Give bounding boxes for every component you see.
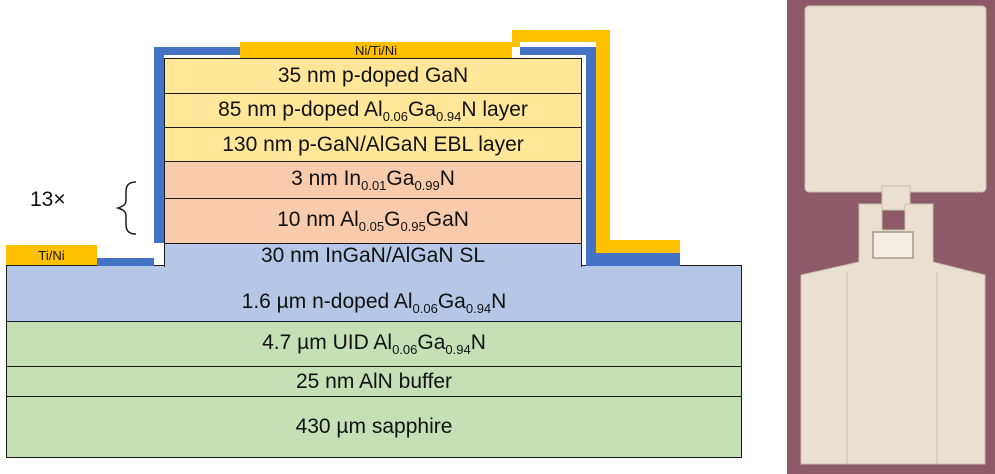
- layer-label-aln-buffer: 25 nm AlN buffer: [295, 369, 453, 393]
- layer-stack-diagram: 430 µm sapphire 25 nm AlN buffer 4.7 µm …: [6, 30, 742, 458]
- p-contact-sidewall: [512, 30, 680, 253]
- layer-ingan-well: 3 nm In0.01Ga0.99N: [164, 161, 582, 199]
- layer-p-algan: 85 nm p-doped Al0.06Ga0.94N layer: [164, 93, 582, 128]
- layer-aln-buffer: 25 nm AlN buffer: [6, 366, 742, 397]
- layer-n-algan: 1.6 µm n-doped Al0.06Ga0.94N: [6, 284, 742, 322]
- repeat-brace: [115, 181, 137, 235]
- mesa-window: [872, 231, 914, 259]
- layer-ebl: 130 nm p-GaN/AlGaN EBL layer: [164, 127, 582, 162]
- device-photo: [787, 0, 995, 474]
- bottom-pad-divider: [846, 272, 938, 464]
- layer-label-uid-algan: 4.7 µm UID Al0.06Ga0.94N: [262, 331, 486, 357]
- layer-label-p-algan-layer: 85 nm p-doped Al0.06Ga0.94N layer: [218, 97, 528, 124]
- layer-label-p-gan-cap: 35 nm p-doped GaN: [277, 64, 469, 87]
- layer-label-ebl-layer: 130 nm p-GaN/AlGaN EBL layer: [222, 132, 524, 156]
- layer-sapphire: 430 µm sapphire: [6, 396, 742, 458]
- layer-label-ingan-well: 3 nm In0.01Ga0.99N: [291, 167, 455, 193]
- layer-algan-barrier: 10 nm Al0.05G0.95GaN: [164, 198, 582, 244]
- layer-label-n-algan: 1.6 µm n-doped Al0.06Ga0.94N: [241, 290, 507, 316]
- p-contact-label: Ni/Ti/Ni: [354, 42, 398, 58]
- layer-label-algan-barrier: 10 nm Al0.05G0.95GaN: [277, 208, 469, 234]
- layer-label-sapphire: 430 µm sapphire: [295, 415, 453, 438]
- layer-label-superlattice: 30 nm InGaN/AlGaN SL: [260, 243, 486, 267]
- layer-superlattice-mesa: 30 nm InGaN/AlGaN SL: [164, 243, 582, 267]
- top-pad: [804, 5, 987, 193]
- layer-uid-algan: 4.7 µm UID Al0.06Ga0.94N: [6, 321, 742, 367]
- p-contact-pad: Ni/Ti/Ni: [240, 42, 512, 58]
- n-contact-pad: Ti/Ni: [6, 245, 97, 265]
- layer-p-gan-cap: 35 nm p-doped GaN: [164, 58, 582, 94]
- repeat-label: 13×: [30, 188, 66, 211]
- n-contact-label: Ti/Ni: [38, 247, 65, 263]
- passivation-layer: [97, 30, 680, 266]
